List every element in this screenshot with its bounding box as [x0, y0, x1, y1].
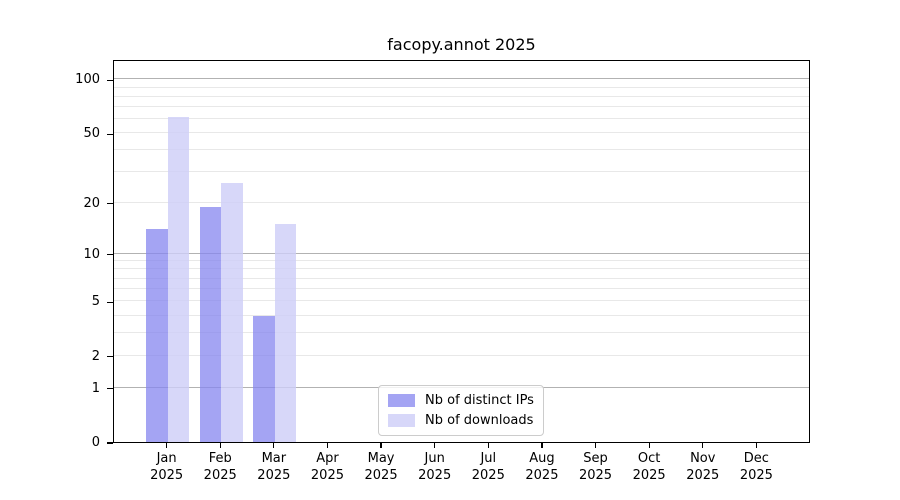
y-tick-label-20: 20 [83, 195, 100, 211]
bar-jan-downloads [167, 116, 190, 442]
y-tick-mark-1 [107, 387, 113, 390]
year-label: 2025 [578, 467, 613, 483]
x-tick-mark-nov [702, 443, 704, 448]
x-tick-mark-sep [594, 443, 597, 448]
x-tick-mark-jan [166, 443, 168, 448]
x-tick-mark-apr [326, 443, 329, 448]
gridline-90 [114, 86, 809, 88]
y-tick-label-10: 10 [83, 246, 100, 262]
x-tick-label-aug: Aug 2025 [510, 451, 574, 484]
y-tick-label-50: 50 [83, 126, 100, 142]
month-label: May [367, 451, 395, 466]
gridline-20 [114, 201, 809, 203]
x-tick-label-feb: Feb 2025 [188, 451, 252, 484]
month-label: Nov [690, 451, 716, 466]
x-tick-label-jan: Jan 2025 [135, 451, 199, 484]
legend-label-downloads: Nb of downloads [425, 413, 534, 428]
month-label: Mar [261, 451, 287, 466]
x-tick-label-sep: Sep 2025 [564, 451, 628, 484]
year-label: 2025 [364, 467, 398, 483]
chart-title: facopy.annot 2025 [387, 35, 536, 54]
gridline-30 [114, 171, 809, 173]
x-tick-label-nov: Nov 2025 [671, 451, 735, 484]
y-tick-mark-100 [107, 79, 113, 82]
month-label: Oct [637, 451, 661, 466]
x-tick-label-mar: Mar 2025 [242, 451, 306, 484]
month-label: Sep [583, 451, 608, 466]
x-tick-mark-jun [434, 443, 436, 448]
gridline-10 [114, 252, 809, 254]
gridline-9 [114, 260, 809, 262]
gridline-50 [114, 132, 809, 134]
y-tick-label-5: 5 [91, 294, 100, 310]
year-label: 2025 [257, 467, 291, 483]
x-tick-mark-dec [755, 443, 757, 448]
year-label: 2025 [150, 467, 184, 483]
x-tick-label-jun: Jun 2025 [403, 451, 467, 484]
gridline-2 [114, 354, 809, 356]
bar-feb-downloads [221, 183, 243, 442]
legend: Nb of distinct IPs Nb of downloads [378, 385, 544, 436]
x-tick-mark-aug [541, 443, 543, 448]
month-label: Feb [208, 451, 232, 466]
month-label: Dec [743, 451, 769, 466]
legend-item-ips: Nb of distinct IPs [388, 393, 534, 408]
month-label: Apr [316, 451, 339, 466]
legend-item-downloads: Nb of downloads [388, 413, 534, 428]
year-label: 2025 [525, 467, 559, 483]
gridline-7 [114, 277, 809, 279]
month-label: Jul [480, 451, 497, 466]
x-tick-label-apr: Apr 2025 [295, 451, 359, 484]
year-label: 2025 [310, 467, 344, 483]
gridline-5 [114, 300, 809, 302]
x-tick-mark-jul [487, 443, 489, 448]
y-tick-label-0: 0 [91, 435, 100, 450]
gridline-70 [114, 106, 809, 108]
x-tick-label-may: May 2025 [349, 451, 413, 484]
y-tick-label-100: 100 [75, 72, 100, 88]
bar-jan-ips [146, 229, 168, 442]
y-tick-mark-0 [107, 442, 113, 444]
year-label: 2025 [471, 467, 505, 483]
y-tick-label-2: 2 [91, 348, 100, 364]
gridline-3 [114, 332, 809, 334]
x-tick-label-dec: Dec 2025 [724, 451, 788, 484]
y-tick-mark-50 [107, 133, 113, 135]
gridline-60 [114, 118, 809, 120]
downloads-swatch-icon [388, 414, 415, 427]
y-tick-mark-20 [107, 203, 113, 205]
plot-area: Nb of distinct IPs Nb of downloads [113, 60, 810, 443]
x-tick-label-jul: Jul 2025 [456, 451, 520, 484]
x-tick-mark-mar [273, 443, 275, 448]
bar-mar-ips [253, 315, 275, 442]
month-label: Aug [529, 451, 555, 466]
bar-feb-ips [199, 206, 222, 442]
legend-label-ips: Nb of distinct IPs [425, 393, 534, 408]
year-label: 2025 [418, 467, 452, 483]
x-tick-mark-oct [648, 443, 650, 448]
gridline-8 [114, 268, 809, 270]
gridline-4 [114, 314, 809, 316]
month-label: Jun [424, 451, 445, 466]
gridline-100 [114, 78, 809, 80]
y-tick-label-1: 1 [91, 380, 100, 396]
bar-mar-downloads [274, 224, 297, 442]
year-label: 2025 [686, 467, 720, 483]
x-tick-label-oct: Oct 2025 [617, 451, 681, 484]
x-tick-mark-feb [219, 443, 221, 448]
y-tick-mark-2 [107, 356, 113, 358]
gridline-80 [114, 95, 809, 97]
y-tick-mark-10 [107, 254, 113, 256]
y-tick-mark-5 [107, 301, 113, 303]
year-label: 2025 [203, 467, 237, 483]
month-label: Jan [156, 451, 177, 466]
gridline-6 [114, 288, 809, 290]
gridline-40 [114, 149, 809, 151]
x-tick-mark-may [380, 443, 382, 448]
ips-swatch-icon [388, 394, 415, 407]
year-label: 2025 [632, 467, 666, 483]
year-label: 2025 [739, 467, 773, 483]
